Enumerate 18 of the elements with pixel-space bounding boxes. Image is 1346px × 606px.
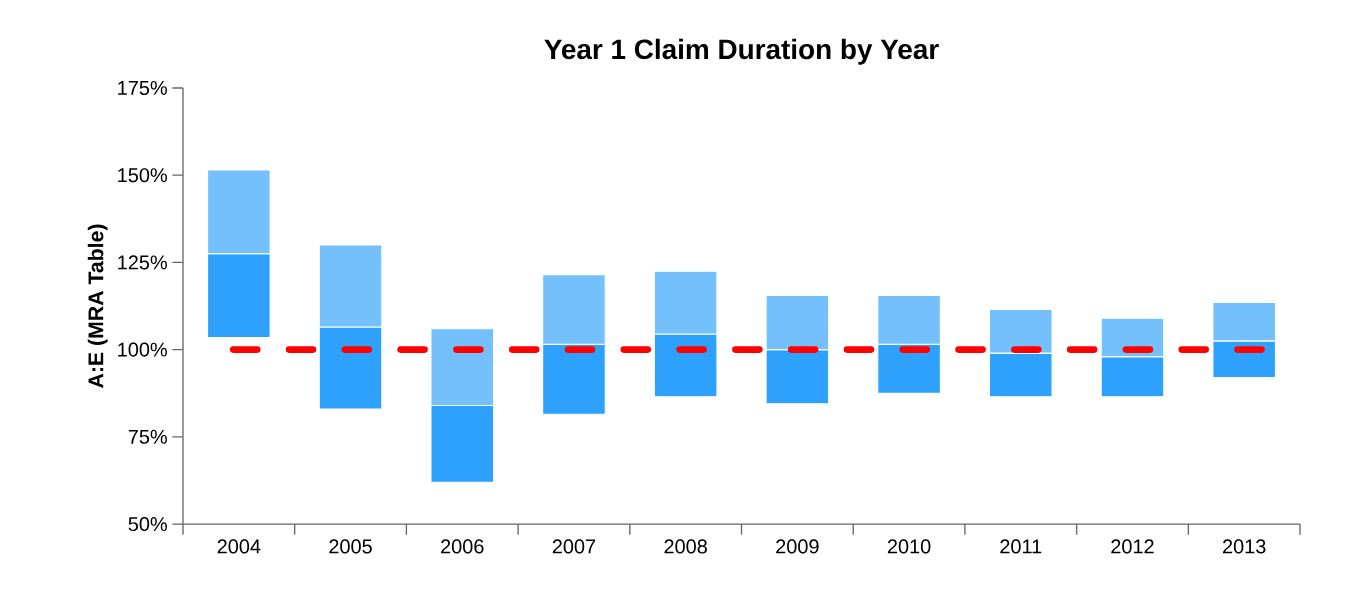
y-tick-label: 50% [128,516,167,532]
x-tick-label: 2009 [776,539,819,554]
y-tick-label: 100% [118,342,167,357]
x-tick-label: 2006 [441,539,484,554]
x-tick-label: 2008 [664,539,707,554]
x-tick-label: 2007 [552,539,596,554]
x-tick-label: 2010 [887,539,931,554]
chart-title: Year 1 Claim Duration by Year [544,38,939,65]
x-tick-label: 2005 [329,539,372,554]
y-tick-label: 150% [118,168,167,183]
x-tick-label: 2004 [217,539,261,554]
x-tick-label: 2013 [1223,539,1266,554]
y-tick-label: 125% [118,255,167,270]
y-axis-title: A:E (MRA Table) [87,224,108,388]
y-tick-label: 75% [128,429,167,444]
x-tick-label: 2011 [1000,539,1042,554]
x-tick-label: 2012 [1111,539,1154,554]
y-tick-label: 175% [118,80,167,95]
